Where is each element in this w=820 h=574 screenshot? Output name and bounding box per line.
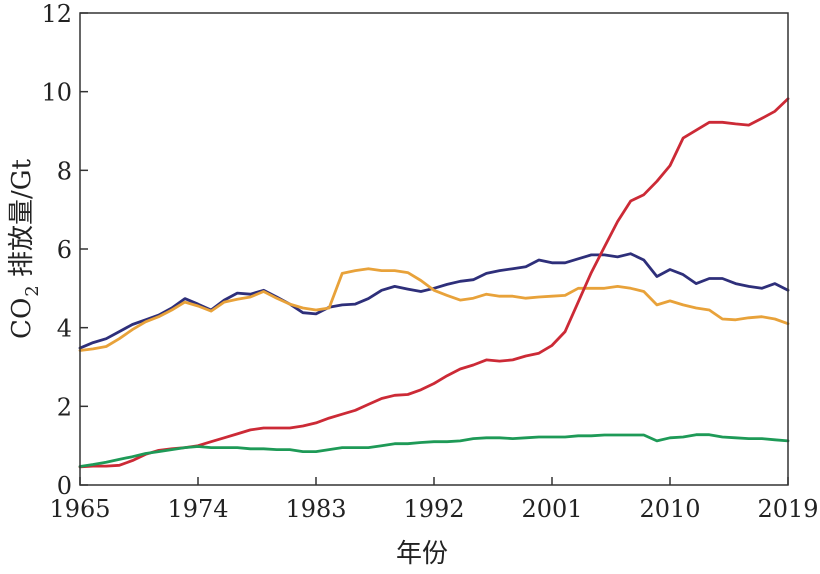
y-tick-label: 0 [57, 472, 72, 500]
x-tick-label: 1974 [167, 495, 228, 523]
series-line-1 [78, 252, 790, 350]
series-line-4 [78, 433, 790, 468]
y-tick-label: 8 [57, 157, 72, 185]
y-tick-label: 10 [41, 79, 72, 107]
y-tick-label: 12 [41, 0, 72, 28]
series-layer [78, 97, 790, 469]
y-axis-title-prefix: CO [7, 298, 37, 339]
x-tick-label: 2010 [639, 495, 700, 523]
series-line-3 [78, 97, 790, 469]
y-axis-title-suffix: 排放量/Gt [7, 158, 37, 285]
y-tick-label: 4 [57, 315, 72, 343]
y-tick-label: 6 [57, 236, 72, 264]
plot-frame [79, 12, 789, 486]
x-tick-label: 1983 [285, 495, 346, 523]
series-line-2 [78, 267, 790, 352]
x-tick-label: 2001 [521, 495, 582, 523]
ticks-layer: 0 2 4 6 8 10 12 1965 1974 1983 1992 2001 2010 2019 [41, 0, 818, 523]
y-tick-label: 2 [57, 393, 72, 421]
x-tick-label: 1965 [49, 495, 110, 523]
y-axis-title: CO 2 排放量/Gt [7, 158, 43, 338]
x-tick-label: 1992 [403, 495, 464, 523]
x-tick-label: 2019 [757, 495, 818, 523]
y-axis-title-subscript: 2 [22, 285, 43, 296]
x-axis-title: 年份 [396, 539, 448, 569]
